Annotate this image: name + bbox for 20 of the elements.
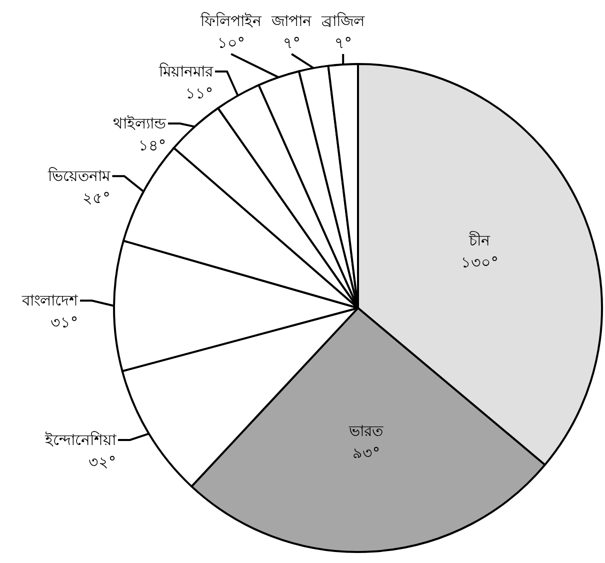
data-label: ৭° xyxy=(282,34,300,52)
slice-label: চীন xyxy=(468,231,492,250)
data-label: ৩১° xyxy=(50,314,78,332)
data-label: ১১° xyxy=(186,84,214,102)
data-label: ৯৩° xyxy=(352,444,380,462)
slice-label: ব্রাজিল xyxy=(320,12,366,30)
data-label: ৩২° xyxy=(88,453,116,471)
data-label: ১৩০° xyxy=(460,253,498,272)
slice-label: ফিলিপাইন xyxy=(200,12,263,30)
data-label: ১৪° xyxy=(138,136,166,154)
data-label: ১০° xyxy=(217,34,245,52)
slice-label: ইন্দোনেশিয়া xyxy=(44,431,117,449)
slice-label: মিয়ানমার xyxy=(158,62,214,80)
data-label: ৭° xyxy=(334,34,352,52)
slice-label: ভারত xyxy=(348,422,384,440)
data-label: ২৫° xyxy=(82,189,110,208)
slice-label: ভিয়েতনাম xyxy=(47,167,112,186)
slice-label: জাপান xyxy=(270,12,313,30)
slice-label: থাইল্যান্ড xyxy=(113,114,168,132)
slice-label: বাংলাদেশ xyxy=(21,292,80,310)
